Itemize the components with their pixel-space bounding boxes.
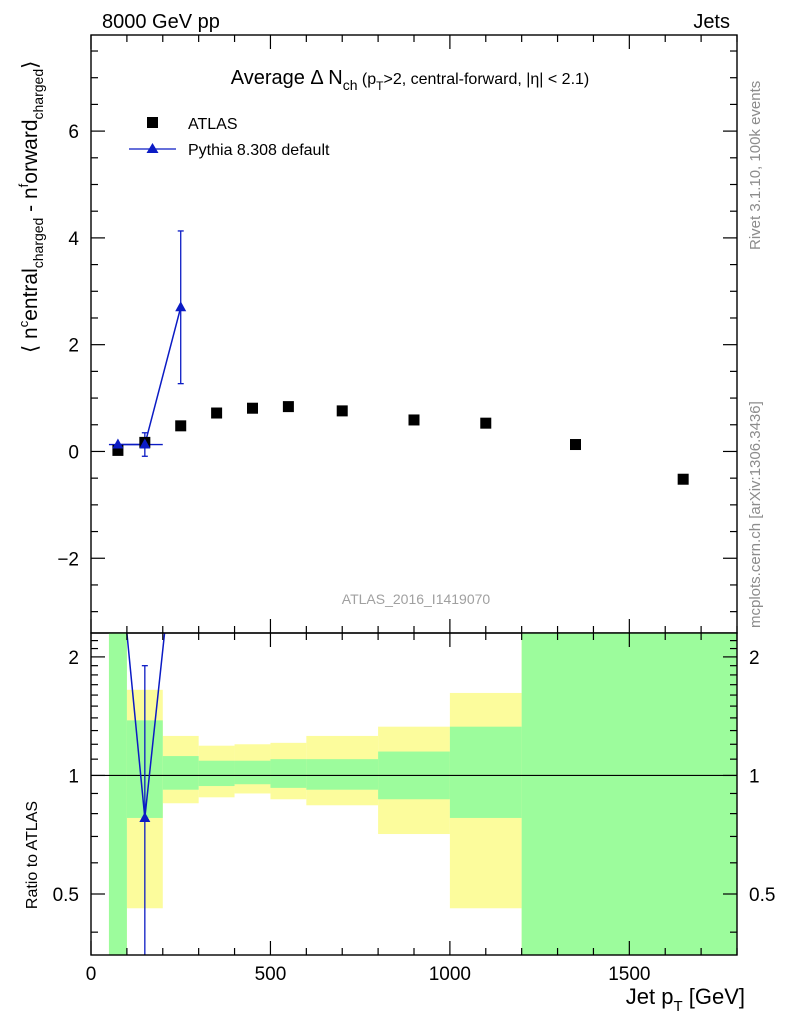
main-ytick-label-4: 6 xyxy=(68,122,79,143)
main-title: Average Δ Nch (pT>2, central-forward, |η… xyxy=(231,67,590,93)
ratio-band-inner-3 xyxy=(198,760,235,787)
atlas-point-5 xyxy=(282,401,294,413)
xtick-label-2: 1000 xyxy=(429,964,471,985)
ratio-ytick-label-right-1: 1 xyxy=(749,766,760,787)
xtick-label-3: 1500 xyxy=(608,964,650,985)
ratio-band-inner-8 xyxy=(449,726,522,818)
atlas-point-0 xyxy=(112,444,124,456)
ratio-panel: 0.5 0.5 1 1 2 2 0 500 1000 1500 xyxy=(53,632,775,985)
main-ytick-label-1: 0 xyxy=(68,442,79,463)
ratio-ytick-label-left-2: 2 xyxy=(68,648,79,669)
header-right: Jets xyxy=(693,11,730,33)
legend-pythia-label: Pythia 8.308 default xyxy=(188,142,330,159)
ratio-band-inner-9 xyxy=(521,633,737,955)
atlas-point-6 xyxy=(336,405,348,417)
rivet-label: Rivet 3.1.10, 100k events xyxy=(747,81,764,250)
legend-atlas-label: ATLAS xyxy=(188,116,238,133)
title-delta: Δ N xyxy=(310,67,342,89)
main-ylabel: ⟨ ncentralcharged - nforwardcharged⟩ xyxy=(16,61,46,353)
legend: ATLAS Pythia 8.308 default xyxy=(129,116,330,159)
main-ytick-label-0: −2 xyxy=(57,549,79,570)
ratio-band-inner-2 xyxy=(162,756,199,790)
mc-point-0 xyxy=(112,438,124,449)
legend-atlas-marker xyxy=(147,117,158,128)
ratio-ytick-label-left-0: 0.5 xyxy=(53,885,79,906)
atlas-point-8 xyxy=(480,417,492,429)
ratio-band-inner-4 xyxy=(234,760,271,785)
header-left: 8000 GeV pp xyxy=(102,11,220,33)
atlas-point-4 xyxy=(247,402,258,414)
atlas-point-7 xyxy=(408,414,420,426)
main-ytick-label-3: 4 xyxy=(68,229,79,250)
ratio-mc-marker-0 xyxy=(139,811,151,822)
mcplots-label: mcplots.cern.ch [arXiv:1306.3436] xyxy=(747,401,764,628)
xtick-label-0: 0 xyxy=(86,964,97,985)
title-sub-ch: ch xyxy=(343,77,358,93)
ratio-band-inner-5 xyxy=(270,759,307,788)
title-paren: (p xyxy=(357,71,376,88)
mc-line xyxy=(117,307,182,446)
ratio-ytick-label-right-0: 0.5 xyxy=(749,885,775,906)
atlas-point-9 xyxy=(570,439,581,451)
ratio-ytick-label-right-2: 2 xyxy=(749,648,760,669)
atlas-point-3 xyxy=(211,407,223,419)
xlabel: Jet pT [GeV] xyxy=(626,984,745,1015)
mc-point-1 xyxy=(139,438,151,449)
main-ytick-label-2: 2 xyxy=(68,336,79,357)
xtick-label-1: 500 xyxy=(255,964,287,985)
atlas-point-2 xyxy=(175,420,187,432)
atlas-point-10 xyxy=(677,473,689,485)
ratio-ytick-label-left-1: 1 xyxy=(68,766,79,787)
main-panel: −2 0 2 4 6 xyxy=(57,34,738,634)
ratio-ylabel: Ratio to ATLAS xyxy=(24,801,41,909)
title-rest: >2, central-forward, |η| < 2.1) xyxy=(384,71,590,88)
legend-pythia-marker xyxy=(146,143,159,153)
title-pre: Average xyxy=(231,67,311,89)
ratio-band-inner-0 xyxy=(108,633,127,955)
title-sub-t: T xyxy=(376,79,384,93)
mc-point-2 xyxy=(175,301,187,312)
ratio-band-inner-6 xyxy=(306,759,379,790)
analysis-watermark: ATLAS_2016_I1419070 xyxy=(342,591,491,607)
